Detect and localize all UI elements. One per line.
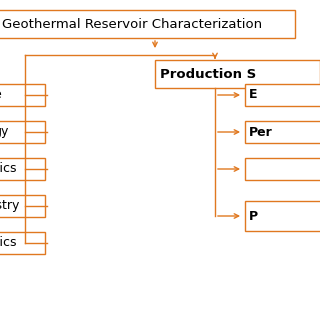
Bar (245, 158, 320, 180)
Bar (155, 60, 320, 88)
Text: istry: istry (0, 199, 20, 212)
Bar (245, 84, 320, 106)
Bar (0, 10, 295, 38)
Bar (0, 158, 45, 180)
Bar (245, 201, 320, 231)
Bar (0, 121, 45, 143)
Text: Production S: Production S (160, 68, 256, 81)
Text: Per: Per (249, 125, 273, 139)
Text: sics: sics (0, 236, 17, 250)
Bar (245, 121, 320, 143)
Text: P: P (249, 210, 258, 222)
Bar (0, 195, 45, 217)
Text: E: E (249, 89, 258, 101)
Bar (0, 232, 45, 254)
Text: e: e (0, 89, 1, 101)
Text: gy: gy (0, 125, 8, 139)
Bar (0, 84, 45, 106)
Text: sics: sics (0, 163, 17, 175)
Text: Geothermal Reservoir Characterization: Geothermal Reservoir Characterization (2, 18, 262, 30)
